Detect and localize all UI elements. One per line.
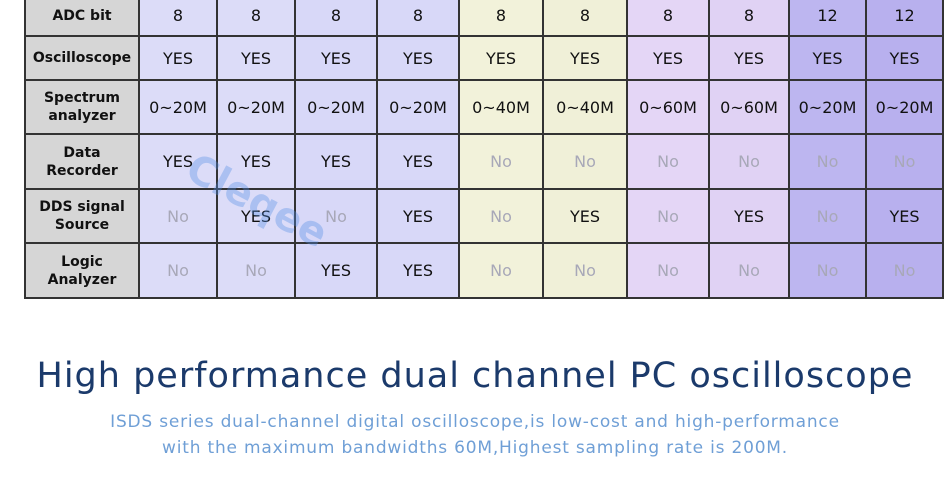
table-cell: 0~60M xyxy=(708,79,790,135)
table-cell: 0~20M xyxy=(216,79,296,135)
row-label: Data Recorder xyxy=(24,133,140,190)
table-cell: 0~20M xyxy=(138,79,218,135)
table-cell: YES xyxy=(294,133,378,190)
table-cell: No xyxy=(788,133,867,190)
table-cell: 0~20M xyxy=(865,79,944,135)
table-cell: YES xyxy=(216,188,296,244)
table-cell: No xyxy=(138,188,218,244)
title: High performance dual channel PC oscillo… xyxy=(36,356,914,396)
table-cell: YES xyxy=(376,188,460,244)
table-cell: YES xyxy=(865,35,944,81)
table-cell: No xyxy=(626,188,710,244)
table-cell: 0~40M xyxy=(458,79,544,135)
table-cell: No xyxy=(788,188,867,244)
table-cell: No xyxy=(138,242,218,299)
table-cell: 8 xyxy=(542,0,628,37)
table-cell: No xyxy=(708,242,790,299)
table-cell: No xyxy=(626,242,710,299)
table-cell: 8 xyxy=(708,0,790,37)
table-cell: YES xyxy=(138,133,218,190)
table-cell: 8 xyxy=(458,0,544,37)
table-cell: YES xyxy=(376,35,460,81)
table-cell: 0~40M xyxy=(542,79,628,135)
table-row: Oscilloscope YES YES YES YES YES YES YES YES YES Y… xyxy=(24,35,944,81)
table-cell: No xyxy=(788,242,867,299)
table-cell: No xyxy=(458,242,544,299)
table-cell: No xyxy=(216,242,296,299)
table-cell: 0~20M xyxy=(788,79,867,135)
table-cell: No xyxy=(708,133,790,190)
table-cell: YES xyxy=(626,35,710,81)
comparison-table: ADC bit 8 8 8 8 8 8 8 8 12 12 Oscilloscope YES YES YES… xyxy=(24,0,944,299)
table-cell: 12 xyxy=(788,0,867,37)
table-cell: YES xyxy=(542,35,628,81)
row-label: Oscilloscope xyxy=(24,35,140,81)
table-cell: YES xyxy=(294,35,378,81)
table-cell: 8 xyxy=(376,0,460,37)
table-cell: YES xyxy=(788,35,867,81)
table-cell: 0~20M xyxy=(376,79,460,135)
table-row: Spectrum analyzer 0~20M 0~20M 0~20M 0~20M 0~4… xyxy=(24,79,944,135)
table-cell: YES xyxy=(542,188,628,244)
table-cell: YES xyxy=(138,35,218,81)
table-row: Logic Analyzer No No YES YES No No No No No No xyxy=(24,242,944,299)
table-cell: No xyxy=(542,133,628,190)
table-cell: 8 xyxy=(294,0,378,37)
table-row: Data Recorder YES YES YES YES No No No No No No xyxy=(24,133,944,190)
table-cell: 0~60M xyxy=(626,79,710,135)
table-cell: YES xyxy=(708,188,790,244)
table-cell: 8 xyxy=(138,0,218,37)
table-cell: No xyxy=(626,133,710,190)
row-label: Logic Analyzer xyxy=(24,242,140,299)
table-cell: No xyxy=(458,133,544,190)
table-cell: YES xyxy=(865,188,944,244)
table-cell: No xyxy=(865,133,944,190)
table-cell: 8 xyxy=(626,0,710,37)
row-label: Spectrum analyzer xyxy=(24,79,140,135)
subtitle-line: with the maximum bandwidths 60M,Highest … xyxy=(162,438,788,458)
table-cell: No xyxy=(542,242,628,299)
table-cell: 0~20M xyxy=(294,79,378,135)
table-cell: YES xyxy=(458,35,544,81)
table-row: DDS signal Source No YES No YES No YES No YES No Y… xyxy=(24,188,944,244)
subtitle-line: ISDS series dual-channel digital oscillo… xyxy=(110,412,840,432)
row-label: DDS signal Source xyxy=(24,188,140,244)
table-cell: No xyxy=(458,188,544,244)
table-cell: YES xyxy=(216,133,296,190)
table-cell: YES xyxy=(376,133,460,190)
table-cell: 8 xyxy=(216,0,296,37)
table-cell: YES xyxy=(376,242,460,299)
table-cell: YES xyxy=(708,35,790,81)
table-cell: No xyxy=(865,242,944,299)
table-cell: YES xyxy=(216,35,296,81)
table-cell: YES xyxy=(294,242,378,299)
row-label: ADC bit xyxy=(24,0,140,37)
table-row: ADC bit 8 8 8 8 8 8 8 8 12 12 xyxy=(24,0,944,37)
table-cell: 12 xyxy=(865,0,944,37)
table-cell: No xyxy=(294,188,378,244)
